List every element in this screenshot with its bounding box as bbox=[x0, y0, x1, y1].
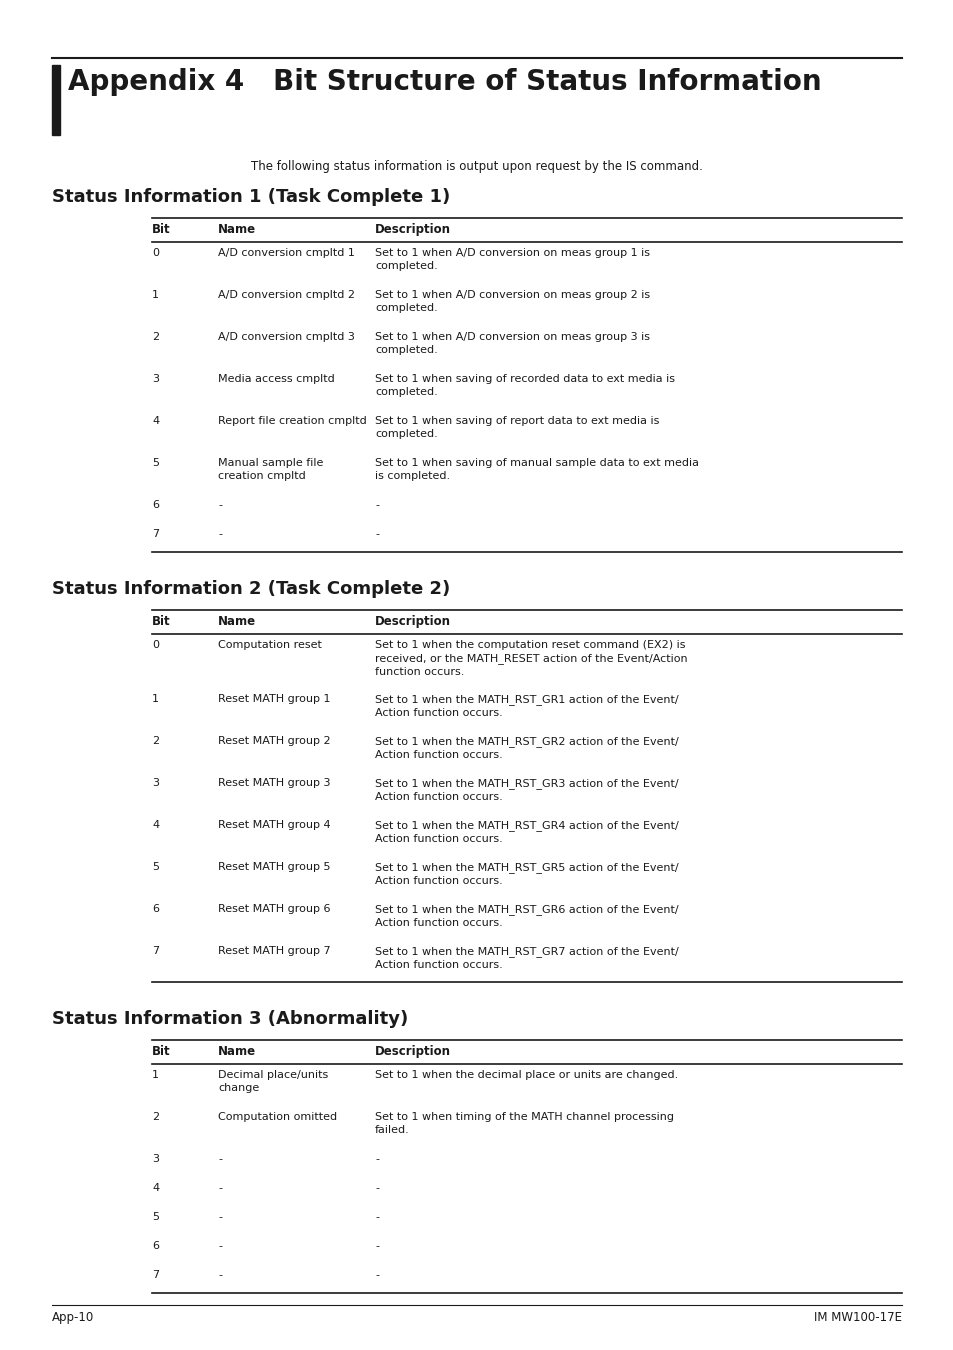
Text: 6: 6 bbox=[152, 904, 159, 914]
Text: 2: 2 bbox=[152, 736, 159, 747]
Text: Set to 1 when the computation reset command (EX2) is
received, or the MATH_RESET: Set to 1 when the computation reset comm… bbox=[375, 640, 687, 676]
Text: Set to 1 when the MATH_RST_GR7 action of the Event/
Action function occurs.: Set to 1 when the MATH_RST_GR7 action of… bbox=[375, 946, 678, 969]
Text: Reset MATH group 4: Reset MATH group 4 bbox=[218, 819, 331, 830]
Text: 5: 5 bbox=[152, 1212, 159, 1222]
Text: Set to 1 when A/D conversion on meas group 3 is
completed.: Set to 1 when A/D conversion on meas gro… bbox=[375, 332, 649, 355]
Text: 5: 5 bbox=[152, 458, 159, 468]
Bar bbox=[52, 65, 60, 135]
Text: 4: 4 bbox=[152, 819, 159, 830]
Text: Set to 1 when the MATH_RST_GR3 action of the Event/
Action function occurs.: Set to 1 when the MATH_RST_GR3 action of… bbox=[375, 778, 678, 802]
Text: -: - bbox=[218, 1183, 222, 1193]
Text: Description: Description bbox=[375, 1045, 451, 1058]
Text: 3: 3 bbox=[152, 374, 159, 383]
Text: -: - bbox=[218, 1241, 222, 1251]
Text: Set to 1 when the MATH_RST_GR4 action of the Event/
Action function occurs.: Set to 1 when the MATH_RST_GR4 action of… bbox=[375, 819, 678, 844]
Text: 7: 7 bbox=[152, 529, 159, 539]
Text: 1: 1 bbox=[152, 1071, 159, 1080]
Text: Description: Description bbox=[375, 616, 451, 628]
Text: -: - bbox=[218, 1270, 222, 1280]
Text: Appendix 4   Bit Structure of Status Information: Appendix 4 Bit Structure of Status Infor… bbox=[68, 68, 821, 96]
Text: Decimal place/units
change: Decimal place/units change bbox=[218, 1071, 328, 1092]
Text: 6: 6 bbox=[152, 1241, 159, 1251]
Text: 5: 5 bbox=[152, 863, 159, 872]
Text: Set to 1 when the MATH_RST_GR1 action of the Event/
Action function occurs.: Set to 1 when the MATH_RST_GR1 action of… bbox=[375, 694, 678, 718]
Text: 3: 3 bbox=[152, 1154, 159, 1164]
Text: -: - bbox=[375, 1183, 378, 1193]
Text: Reset MATH group 5: Reset MATH group 5 bbox=[218, 863, 330, 872]
Text: -: - bbox=[375, 1212, 378, 1222]
Text: A/D conversion cmpltd 3: A/D conversion cmpltd 3 bbox=[218, 332, 355, 342]
Text: Computation omitted: Computation omitted bbox=[218, 1112, 336, 1122]
Text: 4: 4 bbox=[152, 1183, 159, 1193]
Text: -: - bbox=[218, 500, 222, 510]
Text: Status Information 3 (Abnormality): Status Information 3 (Abnormality) bbox=[52, 1010, 408, 1027]
Text: 1: 1 bbox=[152, 290, 159, 300]
Text: Reset MATH group 7: Reset MATH group 7 bbox=[218, 946, 331, 956]
Text: Bit: Bit bbox=[152, 1045, 171, 1058]
Text: Manual sample file
creation cmpltd: Manual sample file creation cmpltd bbox=[218, 458, 323, 481]
Text: IM MW100-17E: IM MW100-17E bbox=[813, 1311, 901, 1324]
Text: Reset MATH group 6: Reset MATH group 6 bbox=[218, 904, 330, 914]
Text: 7: 7 bbox=[152, 1270, 159, 1280]
Text: 3: 3 bbox=[152, 778, 159, 788]
Text: The following status information is output upon request by the IS command.: The following status information is outp… bbox=[251, 161, 702, 173]
Text: Computation reset: Computation reset bbox=[218, 640, 321, 649]
Text: Set to 1 when the MATH_RST_GR6 action of the Event/
Action function occurs.: Set to 1 when the MATH_RST_GR6 action of… bbox=[375, 904, 678, 927]
Text: Status Information 1 (Task Complete 1): Status Information 1 (Task Complete 1) bbox=[52, 188, 450, 207]
Text: Set to 1 when the decimal place or units are changed.: Set to 1 when the decimal place or units… bbox=[375, 1071, 678, 1080]
Text: Set to 1 when A/D conversion on meas group 2 is
completed.: Set to 1 when A/D conversion on meas gro… bbox=[375, 290, 649, 313]
Text: Bit: Bit bbox=[152, 616, 171, 628]
Text: 0: 0 bbox=[152, 640, 159, 649]
Text: 7: 7 bbox=[152, 946, 159, 956]
Text: -: - bbox=[375, 1154, 378, 1164]
Text: -: - bbox=[218, 1154, 222, 1164]
Text: -: - bbox=[375, 1270, 378, 1280]
Text: 0: 0 bbox=[152, 248, 159, 258]
Text: Reset MATH group 1: Reset MATH group 1 bbox=[218, 694, 330, 703]
Text: Description: Description bbox=[375, 223, 451, 236]
Text: 2: 2 bbox=[152, 1112, 159, 1122]
Text: A/D conversion cmpltd 1: A/D conversion cmpltd 1 bbox=[218, 248, 355, 258]
Text: -: - bbox=[218, 1212, 222, 1222]
Text: App-10: App-10 bbox=[52, 1311, 94, 1324]
Text: Name: Name bbox=[218, 1045, 255, 1058]
Text: Set to 1 when saving of manual sample data to ext media
is completed.: Set to 1 when saving of manual sample da… bbox=[375, 458, 699, 481]
Text: Set to 1 when saving of report data to ext media is
completed.: Set to 1 when saving of report data to e… bbox=[375, 416, 659, 439]
Text: Bit: Bit bbox=[152, 223, 171, 236]
Text: -: - bbox=[375, 500, 378, 510]
Text: Set to 1 when the MATH_RST_GR2 action of the Event/
Action function occurs.: Set to 1 when the MATH_RST_GR2 action of… bbox=[375, 736, 678, 760]
Text: Set to 1 when saving of recorded data to ext media is
completed.: Set to 1 when saving of recorded data to… bbox=[375, 374, 675, 397]
Text: Reset MATH group 3: Reset MATH group 3 bbox=[218, 778, 330, 788]
Text: Reset MATH group 2: Reset MATH group 2 bbox=[218, 736, 331, 747]
Text: -: - bbox=[218, 529, 222, 539]
Text: A/D conversion cmpltd 2: A/D conversion cmpltd 2 bbox=[218, 290, 355, 300]
Text: -: - bbox=[375, 529, 378, 539]
Text: Set to 1 when the MATH_RST_GR5 action of the Event/
Action function occurs.: Set to 1 when the MATH_RST_GR5 action of… bbox=[375, 863, 678, 886]
Text: 6: 6 bbox=[152, 500, 159, 510]
Text: Set to 1 when timing of the MATH channel processing
failed.: Set to 1 when timing of the MATH channel… bbox=[375, 1112, 673, 1135]
Text: Status Information 2 (Task Complete 2): Status Information 2 (Task Complete 2) bbox=[52, 580, 450, 598]
Text: Set to 1 when A/D conversion on meas group 1 is
completed.: Set to 1 when A/D conversion on meas gro… bbox=[375, 248, 649, 271]
Text: Name: Name bbox=[218, 223, 255, 236]
Text: 4: 4 bbox=[152, 416, 159, 427]
Text: 1: 1 bbox=[152, 694, 159, 703]
Text: Report file creation cmpltd: Report file creation cmpltd bbox=[218, 416, 366, 427]
Text: Media access cmpltd: Media access cmpltd bbox=[218, 374, 335, 383]
Text: Name: Name bbox=[218, 616, 255, 628]
Text: 2: 2 bbox=[152, 332, 159, 342]
Text: -: - bbox=[375, 1241, 378, 1251]
